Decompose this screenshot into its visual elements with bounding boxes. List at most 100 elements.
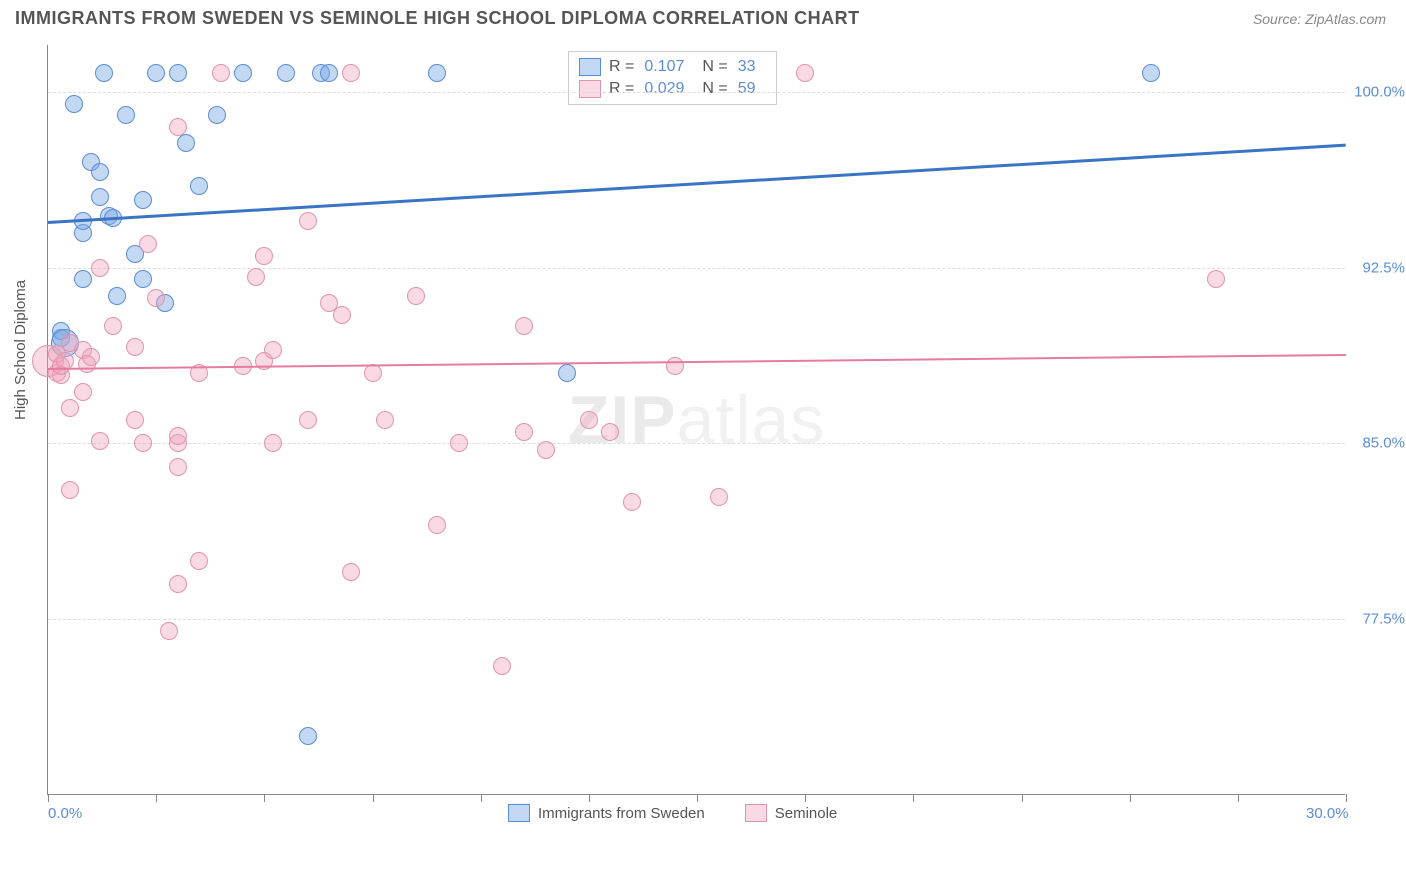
data-point: [117, 106, 135, 124]
data-point: [320, 64, 338, 82]
legend-swatch: [508, 804, 530, 822]
x-tick: [1346, 794, 1347, 802]
data-point: [1142, 64, 1160, 82]
series-label: Immigrants from Sweden: [538, 805, 705, 822]
gridline: [48, 443, 1345, 444]
data-point: [169, 64, 187, 82]
data-point: [91, 163, 109, 181]
data-point: [796, 64, 814, 82]
data-point: [537, 441, 555, 459]
x-tick: [805, 794, 806, 802]
data-point: [190, 552, 208, 570]
data-point: [277, 64, 295, 82]
data-point: [61, 399, 79, 417]
trend-line: [48, 143, 1346, 223]
n-value: 33: [736, 58, 766, 76]
source-label: Source: ZipAtlas.com: [1253, 11, 1386, 27]
data-point: [61, 481, 79, 499]
x-tick: [48, 794, 49, 802]
x-tick: [1130, 794, 1131, 802]
series-legend: Immigrants from Sweden Seminole: [508, 804, 837, 822]
data-point: [580, 411, 598, 429]
r-label: R =: [609, 80, 634, 98]
data-point: [147, 289, 165, 307]
data-point: [710, 488, 728, 506]
data-point: [160, 622, 178, 640]
n-label: N =: [702, 58, 727, 76]
data-point: [95, 64, 113, 82]
data-point: [169, 575, 187, 593]
x-tick: [1022, 794, 1023, 802]
data-point: [169, 118, 187, 136]
data-point: [342, 563, 360, 581]
data-point: [74, 383, 92, 401]
x-tick: [264, 794, 265, 802]
y-tick-label: 85.0%: [1362, 435, 1405, 452]
data-point: [208, 106, 226, 124]
data-point: [134, 434, 152, 452]
data-point: [65, 95, 83, 113]
x-tick: [156, 794, 157, 802]
legend-swatch: [579, 80, 601, 98]
data-point: [134, 270, 152, 288]
data-point: [134, 191, 152, 209]
x-tick: [373, 794, 374, 802]
data-point: [234, 64, 252, 82]
data-point: [212, 64, 230, 82]
data-point: [126, 338, 144, 356]
n-label: N =: [702, 80, 727, 98]
data-point: [82, 348, 100, 366]
data-point: [376, 411, 394, 429]
data-point: [428, 64, 446, 82]
data-point: [428, 516, 446, 534]
data-point: [558, 364, 576, 382]
x-tick: [697, 794, 698, 802]
x-tick: [913, 794, 914, 802]
chart-title: IMMIGRANTS FROM SWEDEN VS SEMINOLE HIGH …: [15, 8, 860, 29]
x-tick: [1238, 794, 1239, 802]
watermark: ZIPatlas: [568, 381, 825, 459]
y-tick-label: 77.5%: [1362, 611, 1405, 628]
r-label: R =: [609, 58, 634, 76]
data-point: [169, 427, 187, 445]
series-label: Seminole: [775, 805, 838, 822]
data-point: [126, 411, 144, 429]
series-legend-item: Immigrants from Sweden: [508, 804, 705, 822]
data-point: [299, 212, 317, 230]
data-point: [515, 317, 533, 335]
data-point: [91, 188, 109, 206]
legend-row: R = 0.107 N = 33: [579, 56, 766, 78]
data-point: [264, 434, 282, 452]
scatter-plot: ZIPatlas R =0.107N =33R =0.029N =59 Immi…: [47, 45, 1345, 795]
data-point: [493, 657, 511, 675]
legend-swatch: [579, 58, 601, 76]
data-point: [450, 434, 468, 452]
legend-swatch: [745, 804, 767, 822]
data-point: [342, 64, 360, 82]
data-point: [364, 364, 382, 382]
correlation-legend: R =0.107N =33R =0.029N =59: [568, 51, 777, 105]
data-point: [247, 268, 265, 286]
series-legend-item: Seminole: [745, 804, 838, 822]
data-point: [333, 306, 351, 324]
data-point: [264, 341, 282, 359]
data-point: [299, 411, 317, 429]
r-value: 0.029: [642, 80, 694, 98]
data-point: [623, 493, 641, 511]
r-value: 0.107: [642, 58, 694, 76]
data-point: [91, 259, 109, 277]
legend-row: R =0.029N =59: [579, 78, 766, 100]
data-point: [515, 423, 533, 441]
data-point: [139, 235, 157, 253]
x-tick: [589, 794, 590, 802]
gridline: [48, 92, 1345, 93]
data-point: [1207, 270, 1225, 288]
x-tick-label: 30.0%: [1306, 805, 1349, 822]
data-point: [177, 134, 195, 152]
gridline: [48, 268, 1345, 269]
y-axis-label: High School Diploma: [12, 280, 29, 420]
data-point: [108, 287, 126, 305]
data-point: [601, 423, 619, 441]
data-point: [299, 727, 317, 745]
x-tick: [481, 794, 482, 802]
